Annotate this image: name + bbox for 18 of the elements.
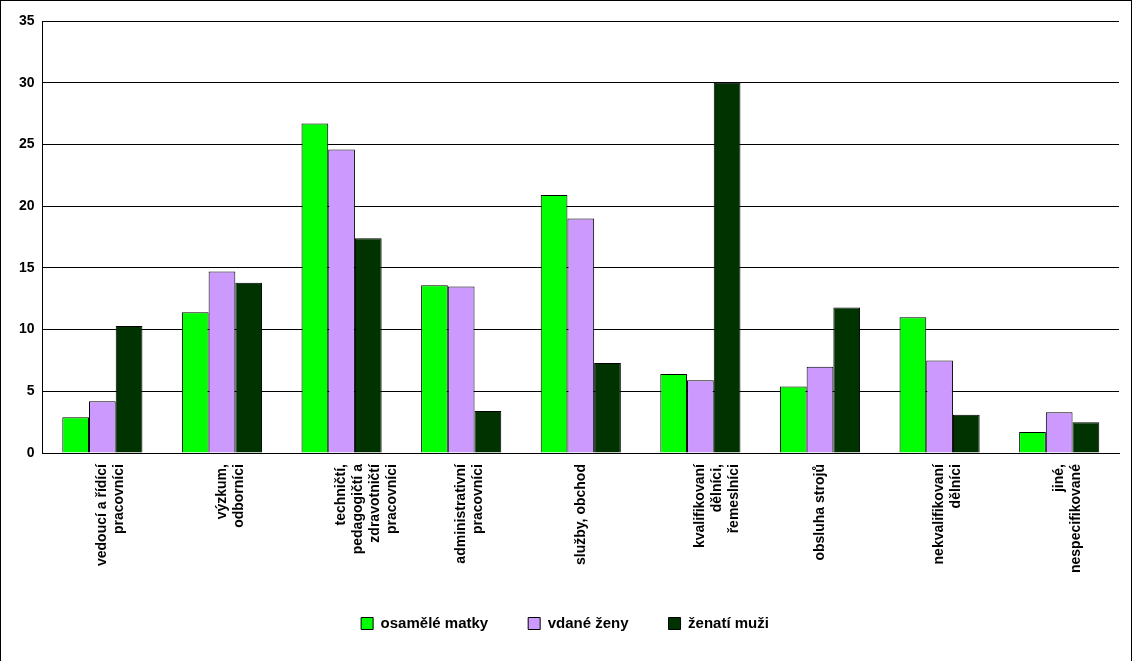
legend-label: osamělé matky xyxy=(380,613,489,631)
y-tick-label: 10 xyxy=(18,320,35,337)
y-tick-label: 15 xyxy=(18,258,35,275)
x-tick-label: obsluha strojů xyxy=(810,464,827,561)
y-tick-label: 20 xyxy=(18,197,35,214)
x-tick-label: kvalifikovaní dělníci, řemeslníci xyxy=(691,462,741,549)
legend-label: ženatí muži xyxy=(688,613,769,631)
x-tick-label: vedoucí a řídící pracovníci xyxy=(93,462,127,566)
y-tick-label: 25 xyxy=(18,135,35,152)
x-tick-label: nekvalifikovaní dělníci xyxy=(930,462,964,565)
x-tick-label: techničtí, pedagogičtí a zdravotničtí pracovníci xyxy=(332,462,399,555)
y-tick-label: 35 xyxy=(18,11,35,28)
y-tick-label: 5 xyxy=(26,382,35,399)
legend-label: vdané ženy xyxy=(547,613,630,631)
y-tick-label: 30 xyxy=(18,73,35,90)
x-tick-label: služby, obchod xyxy=(571,464,588,565)
y-tick-label: 0 xyxy=(26,443,35,460)
x-tick-label: výzkum, odborníci xyxy=(212,464,246,528)
